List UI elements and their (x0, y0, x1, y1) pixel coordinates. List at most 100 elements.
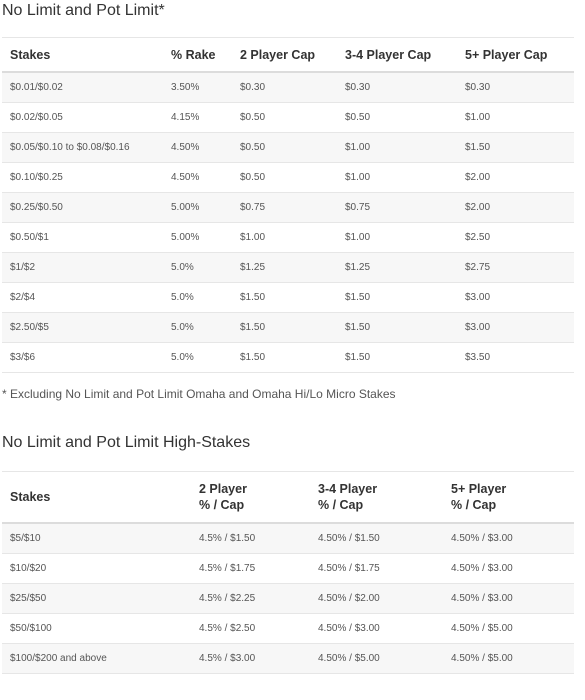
table-cell: $100/$200 and above (2, 643, 191, 674)
column-header-3-4-player-cap: 3-4 Player Cap (337, 37, 457, 73)
table-row: $0.50/$1 5.00% $1.00 $1.00 $2.50 (2, 222, 574, 253)
table-cell: $0.50 (337, 102, 457, 133)
table-cell: $0.50 (232, 132, 337, 163)
table-cell: 4.5% / $2.25 (191, 583, 310, 614)
table-row: $0.05/$0.10 to $0.08/$0.16 4.50% $0.50 $1.0… (2, 132, 574, 163)
table-header-row: Stakes % Rake 2 Player Cap 3-4 Player Ca… (2, 37, 574, 73)
table-row: $2.50/$5 5.0% $1.50 $1.50 $3.00 (2, 312, 574, 343)
table-cell: $10/$20 (2, 553, 191, 584)
table-row: $5/$10 4.5% / $1.50 4.50% / $1.50 4.50% / $… (2, 523, 574, 554)
table-row: $100/$200 and above 4.5% / $3.00 4.50% / $… (2, 643, 574, 674)
table-cell: 5.0% (163, 312, 232, 343)
table-cell: 4.15% (163, 102, 232, 133)
column-header-rake: % Rake (163, 37, 232, 73)
table-cell: 5.0% (163, 342, 232, 373)
table-cell: 4.50% / $5.00 (443, 643, 574, 674)
column-header-stakes: Stakes (2, 471, 191, 524)
table-cell: $0.75 (337, 192, 457, 223)
table-cell: $0.50 (232, 102, 337, 133)
table-cell: $0.50 (232, 162, 337, 193)
table-cell: 4.50% / $3.00 (310, 613, 443, 644)
section-title: No Limit and Pot Limit* (2, 2, 165, 19)
table-cell: $1.50 (232, 282, 337, 313)
table-row: $2/$4 5.0% $1.50 $1.50 $3.00 (2, 282, 574, 313)
table-cell: $1.50 (337, 342, 457, 373)
table-cell: $1.00 (337, 222, 457, 253)
table-cell: $0.25/$0.50 (2, 192, 163, 223)
table-cell: 4.50% / $1.50 (310, 523, 443, 554)
header-subline: % / Cap (199, 498, 245, 512)
table-cell: $0.30 (232, 72, 337, 103)
table-cell: 4.50% / $5.00 (310, 643, 443, 674)
table-cell: 4.50% (163, 132, 232, 163)
table-row: $50/$100 4.5% / $2.50 4.50% / $3.00 4.50% /… (2, 613, 574, 644)
table-row: $25/$50 4.5% / $2.25 4.50% / $2.00 4.50% / … (2, 583, 574, 614)
table-cell: 3.50% (163, 72, 232, 103)
header-line: 2 Player (199, 482, 247, 496)
table-cell: $1/$2 (2, 252, 163, 283)
table-cell: $0.05/$0.10 to $0.08/$0.16 (2, 132, 163, 163)
table-cell: 4.50% / $3.00 (443, 523, 574, 554)
table-cell: $1.25 (337, 252, 457, 283)
table-cell: $1.00 (232, 222, 337, 253)
table-cell: $3.50 (457, 342, 574, 373)
table-cell: $0.30 (337, 72, 457, 103)
header-subline: % / Cap (318, 498, 364, 512)
table-cell: 5.0% (163, 282, 232, 313)
table-cell: 5.0% (163, 252, 232, 283)
table-cell: $3.00 (457, 282, 574, 313)
table-row: $0.01/$0.02 3.50% $0.30 $0.30 $0.30 (2, 72, 574, 103)
table-cell: $1.50 (232, 342, 337, 373)
table-cell: $2.00 (457, 162, 574, 193)
table-row: $1/$2 5.0% $1.25 $1.25 $2.75 (2, 252, 574, 283)
table-row: $0.10/$0.25 4.50% $0.50 $1.00 $2.00 (2, 162, 574, 193)
table-cell: $1.50 (232, 312, 337, 343)
table-cell: $1.50 (337, 282, 457, 313)
column-header-3-4-player: 3-4 Player % / Cap (310, 471, 443, 524)
table-cell: $0.75 (232, 192, 337, 223)
table-cell: $2.75 (457, 252, 574, 283)
table-cell: $50/$100 (2, 613, 191, 644)
table-cell: $3.00 (457, 312, 574, 343)
table-cell: 5.00% (163, 192, 232, 223)
table-cell: $1.00 (337, 132, 457, 163)
table-cell: 4.50% / $5.00 (443, 613, 574, 644)
table-row: $0.25/$0.50 5.00% $0.75 $0.75 $2.00 (2, 192, 574, 223)
table-cell: $5/$10 (2, 523, 191, 554)
header-line: 5+ Player (451, 482, 507, 496)
table-cell: $1.25 (232, 252, 337, 283)
table-row: $0.02/$0.05 4.15% $0.50 $0.50 $1.00 (2, 102, 574, 133)
header-line: Stakes (10, 490, 51, 504)
high-stakes-rake-table: Stakes 2 Player % / Cap 3-4 Player % / Cap… (2, 471, 574, 674)
table-cell: $2.00 (457, 192, 574, 223)
column-header-2-player-cap: 2 Player Cap (232, 37, 337, 73)
table-cell: $25/$50 (2, 583, 191, 614)
table-row: $10/$20 4.5% / $1.75 4.50% / $1.75 4.50% / … (2, 553, 574, 584)
table-cell: $0.01/$0.02 (2, 72, 163, 103)
table-header-row: Stakes 2 Player % / Cap 3-4 Player % / Cap… (2, 471, 574, 524)
table-cell: 4.5% / $2.50 (191, 613, 310, 644)
column-header-stakes: Stakes (2, 37, 163, 73)
header-subline: % / Cap (451, 498, 497, 512)
header-line: 3-4 Player (318, 482, 378, 496)
table-cell: 4.50% / $2.00 (310, 583, 443, 614)
table-cell: $1.00 (337, 162, 457, 193)
column-header-5-plus-player: 5+ Player % / Cap (443, 471, 574, 524)
table-cell: $1.50 (457, 132, 574, 163)
table-cell: $1.00 (457, 102, 574, 133)
table-cell: 4.5% / $3.00 (191, 643, 310, 674)
table-cell: 4.50% (163, 162, 232, 193)
footnote: * Excluding No Limit and Pot Limit Omaha… (2, 387, 396, 401)
rake-table: Stakes % Rake 2 Player Cap 3-4 Player Ca… (2, 37, 574, 373)
table-cell: 4.50% / $3.00 (443, 553, 574, 584)
table-cell: $0.10/$0.25 (2, 162, 163, 193)
table-cell: $1.50 (337, 312, 457, 343)
column-header-2-player: 2 Player % / Cap (191, 471, 310, 524)
table-cell: 5.00% (163, 222, 232, 253)
table-row: $3/$6 5.0% $1.50 $1.50 $3.50 (2, 342, 574, 373)
table-cell: $3/$6 (2, 342, 163, 373)
table-cell: $2.50 (457, 222, 574, 253)
table-cell: 4.5% / $1.75 (191, 553, 310, 584)
section-title-high-stakes: No Limit and Pot Limit High-Stakes (2, 434, 251, 451)
